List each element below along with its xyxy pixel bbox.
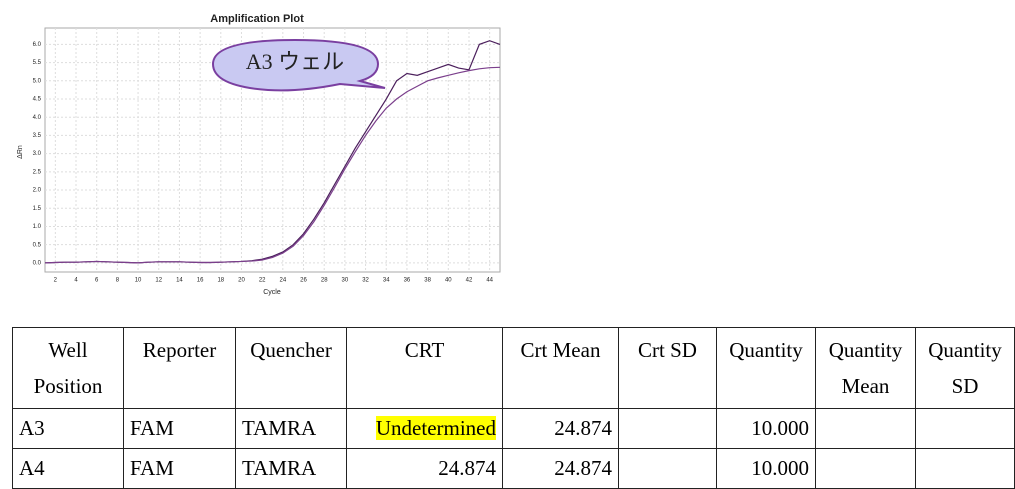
table-row: A3 FAM TAMRA Undetermined 24.874 10.000: [12, 408, 1015, 449]
table-cell: 10.000: [716, 448, 816, 489]
table-cell: A4: [12, 448, 124, 489]
y-tick-label: 0.5: [33, 242, 42, 248]
table-cell: [915, 448, 1015, 489]
cell-text: 10.000: [751, 416, 809, 440]
column-header: Quantity Mean: [815, 327, 916, 409]
cell-text: 10.000: [751, 456, 809, 480]
y-tick-label: 3.0: [33, 151, 42, 157]
y-tick-label: 5.5: [33, 60, 42, 66]
x-tick-label: 2: [54, 278, 58, 284]
table-cell: [618, 408, 717, 449]
y-tick-label: 4.0: [33, 115, 42, 121]
data-table: Well Position Reporter Quencher CRT Crt Mean…: [12, 327, 1015, 489]
y-tick-label: 4.5: [33, 97, 42, 103]
column-header: CRT: [346, 327, 503, 409]
cell-text: 24.874: [438, 456, 496, 480]
x-tick-label: 38: [424, 278, 431, 284]
table-cell: TAMRA: [235, 408, 347, 449]
x-tick-label: 20: [238, 278, 245, 284]
cell-text: A4: [19, 456, 45, 480]
y-tick-label: 6.0: [33, 42, 42, 48]
x-tick-label: 22: [259, 278, 266, 284]
callout-bubble: [211, 38, 386, 92]
y-tick-label: 0.0: [33, 260, 42, 266]
x-tick-label: 42: [466, 278, 473, 284]
y-tick-label: 3.5: [33, 133, 42, 139]
cell-text: TAMRA: [242, 456, 317, 480]
x-tick-label: 28: [321, 278, 328, 284]
column-header: Well Position: [12, 327, 124, 409]
x-tick-label: 12: [155, 278, 162, 284]
x-axis-label: Cycle: [263, 289, 281, 296]
x-tick-label: 6: [95, 278, 99, 284]
series-line: [44, 66, 501, 264]
chart-title: Amplification Plot: [210, 13, 304, 25]
column-header: Reporter: [123, 327, 236, 409]
table-cell: [618, 448, 717, 489]
y-tick-label: 1.0: [33, 224, 42, 230]
x-tick-label: 30: [342, 278, 349, 284]
x-tick-label: 44: [486, 278, 493, 284]
x-tick-label: 34: [383, 278, 390, 284]
y-tick-label: 2.5: [33, 169, 42, 175]
x-tick-label: 40: [445, 278, 452, 284]
column-header: Quantity SD: [915, 327, 1015, 409]
table-cell: TAMRA: [235, 448, 347, 489]
x-tick-label: 26: [300, 278, 307, 284]
y-tick-label: 1.5: [33, 206, 42, 212]
x-tick-label: 18: [217, 278, 224, 284]
cell-text: FAM: [130, 416, 174, 440]
y-tick-label: 2.0: [33, 188, 42, 194]
column-header: Quencher: [235, 327, 347, 409]
x-tick-label: 36: [404, 278, 411, 284]
column-header: Quantity: [716, 327, 816, 409]
x-tick-label: 32: [362, 278, 369, 284]
table-cell: 24.874: [502, 408, 619, 449]
table-cell: 24.874: [502, 448, 619, 489]
table-row: A4 FAM TAMRA 24.874 24.874 10.000: [12, 448, 1015, 489]
table-cell: FAM: [123, 448, 236, 489]
table-cell: A3: [12, 408, 124, 449]
x-tick-label: 8: [116, 278, 120, 284]
x-tick-label: 14: [176, 278, 183, 284]
x-tick-label: 24: [279, 278, 286, 284]
x-tick-label: 4: [74, 278, 78, 284]
table-cell: FAM: [123, 408, 236, 449]
y-tick-label: 5.0: [33, 78, 42, 84]
table-cell: 24.874: [346, 448, 503, 489]
cell-text: 24.874: [554, 416, 612, 440]
cell-text: FAM: [130, 456, 174, 480]
table-cell: [815, 408, 916, 449]
table-cell: [915, 408, 1015, 449]
column-header: Crt Mean: [502, 327, 619, 409]
cell-text: A3: [19, 416, 45, 440]
cell-text: TAMRA: [242, 416, 317, 440]
y-axis-label: ΔRn: [17, 145, 24, 159]
cell-text: Undetermined: [375, 416, 496, 440]
table-cell: [815, 448, 916, 489]
table-cell: Undetermined: [346, 408, 503, 449]
column-header: Crt SD: [618, 327, 717, 409]
callout-text: A3 ウェル: [246, 49, 344, 74]
table-cell: 10.000: [716, 408, 816, 449]
cell-text: 24.874: [554, 456, 612, 480]
x-tick-label: 16: [197, 278, 204, 284]
chart: Amplification Plot Cycle ΔRn 2 4 6 8 10 12 14 1…: [17, 13, 501, 296]
header-row: Well Position Reporter Quencher CRT Crt Mean…: [12, 327, 1015, 409]
x-tick-label: 10: [135, 278, 142, 284]
